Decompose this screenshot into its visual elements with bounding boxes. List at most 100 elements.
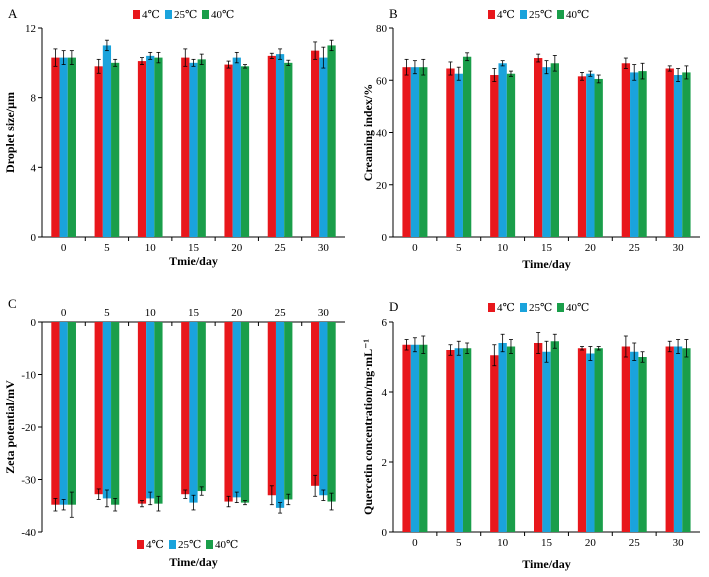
bar-b-s1-2 <box>498 63 507 237</box>
bar-c-s1-4 <box>232 322 241 498</box>
bar-a-s1-1 <box>102 45 112 237</box>
bar-a-s0-6 <box>311 50 320 238</box>
bar-c-s2-1 <box>111 322 120 505</box>
bar-d-s0-0 <box>402 344 411 532</box>
legend-swatch-a-1 <box>165 10 172 19</box>
y-tick-label-d: 0 <box>382 527 388 539</box>
bar-b-s0-4 <box>577 76 587 237</box>
bar-a-s0-3 <box>181 57 190 237</box>
bar-b-s0-6 <box>665 68 674 238</box>
panel-label-a: A <box>8 6 18 21</box>
bar-a-s2-3 <box>197 59 206 237</box>
bar-b-s0-5 <box>621 63 631 237</box>
x-tick-label-c: 0 <box>61 307 67 319</box>
bar-a-s1-0 <box>59 57 68 237</box>
bar-d-s2-2 <box>506 346 516 532</box>
y-axis-title-c: Zeta potential/mV <box>3 380 17 474</box>
x-tick-label-c: 30 <box>318 307 330 319</box>
x-tick-label-b: 20 <box>585 242 597 254</box>
legend-label-b-0: 4℃ <box>497 9 515 21</box>
legend-label-d-1: 25℃ <box>529 302 552 314</box>
legend-label-a-2: 40℃ <box>211 9 234 21</box>
legend-label-c-1: 25℃ <box>178 539 201 551</box>
legend-label-b-2: 40℃ <box>566 9 589 21</box>
bar-d-s0-6 <box>665 346 674 532</box>
bar-b-s1-3 <box>542 67 551 237</box>
bar-b-s1-1 <box>454 73 463 237</box>
x-tick-label-b: 10 <box>497 242 509 254</box>
y-tick-label-b: 60 <box>376 75 388 87</box>
bar-a-s0-1 <box>94 66 103 237</box>
x-tick-label-d: 15 <box>541 537 553 549</box>
bar-a-s1-3 <box>189 62 198 238</box>
y-tick-label-a: 12 <box>25 23 36 35</box>
bar-d-s1-5 <box>630 351 639 532</box>
x-tick-label-a: 15 <box>188 242 200 254</box>
bar-a-s1-2 <box>146 55 155 237</box>
bar-d-s2-4 <box>594 348 603 532</box>
bar-a-s0-2 <box>137 61 147 237</box>
bar-a-s2-5 <box>284 62 293 238</box>
legend-label-a-0: 4℃ <box>142 9 160 21</box>
x-axis-title-b: Time/day <box>522 257 570 271</box>
bar-c-s0-1 <box>94 322 103 495</box>
legend-swatch-b-1 <box>520 10 527 19</box>
x-tick-label-d: 5 <box>456 537 462 549</box>
y-tick-label-c: -20 <box>21 422 36 434</box>
y-tick-label-b: 40 <box>376 128 388 140</box>
legend-swatch-d-0 <box>488 303 495 312</box>
bar-a-s1-4 <box>232 57 241 237</box>
bar-d-s1-1 <box>454 348 463 532</box>
bar-b-s1-0 <box>410 67 420 237</box>
legend-label-d-0: 4℃ <box>497 302 515 314</box>
bar-c-s2-3 <box>197 322 206 492</box>
bar-a-s0-5 <box>267 55 276 237</box>
legend-swatch-d-2 <box>557 303 564 312</box>
panel-label-d: D <box>389 299 398 314</box>
bar-a-s1-5 <box>275 54 285 237</box>
bar-d-s0-2 <box>490 355 499 532</box>
x-tick-label-c: 10 <box>145 307 157 319</box>
bar-d-s1-3 <box>542 351 551 532</box>
y-axis-title-d: Quercetin concentration/mg·mL⁻¹ <box>361 339 375 515</box>
x-tick-label-c: 5 <box>104 307 110 319</box>
y-tick-label-a: 4 <box>31 162 37 174</box>
bar-b-s0-0 <box>402 67 411 237</box>
x-tick-label-b: 5 <box>456 242 462 254</box>
bar-c-s1-2 <box>146 322 155 499</box>
x-tick-label-d: 0 <box>412 537 418 549</box>
y-tick-label-d: 2 <box>382 457 388 469</box>
bar-c-s0-6 <box>311 322 320 486</box>
y-tick-label-c: -30 <box>21 475 36 487</box>
y-tick-label-a: 0 <box>31 232 37 244</box>
legend-label-c-0: 4℃ <box>146 539 164 551</box>
bar-d-s2-6 <box>682 348 691 532</box>
bar-a-s2-2 <box>154 57 163 237</box>
x-tick-label-a: 30 <box>318 242 330 254</box>
bar-c-s1-3 <box>189 322 198 503</box>
bar-d-s2-5 <box>638 357 647 532</box>
bar-b-s1-6 <box>673 75 683 238</box>
x-axis-title-d: Time/day <box>522 557 570 571</box>
bar-a-s0-4 <box>224 64 233 237</box>
bar-b-s0-1 <box>446 68 455 238</box>
bar-d-s2-1 <box>462 348 472 532</box>
bar-c-s2-2 <box>154 322 163 504</box>
x-tick-label-a: 25 <box>275 242 287 254</box>
x-tick-label-a: 20 <box>231 242 243 254</box>
y-tick-label-b: 80 <box>376 23 388 35</box>
y-tick-label-b: 0 <box>382 232 388 244</box>
bar-c-s0-2 <box>137 322 147 504</box>
bar-b-s1-5 <box>630 72 639 237</box>
legend-swatch-a-0 <box>133 10 140 19</box>
bar-d-s1-6 <box>673 346 683 532</box>
x-tick-label-b: 0 <box>412 242 418 254</box>
bar-d-s0-4 <box>577 348 587 532</box>
x-tick-label-b: 15 <box>541 242 553 254</box>
legend-swatch-b-2 <box>557 10 564 19</box>
legend-swatch-c-1 <box>169 540 176 549</box>
bar-b-s0-3 <box>534 58 543 238</box>
x-tick-label-d: 30 <box>673 537 685 549</box>
bar-c-s1-5 <box>275 322 285 508</box>
x-tick-label-b: 25 <box>629 242 641 254</box>
